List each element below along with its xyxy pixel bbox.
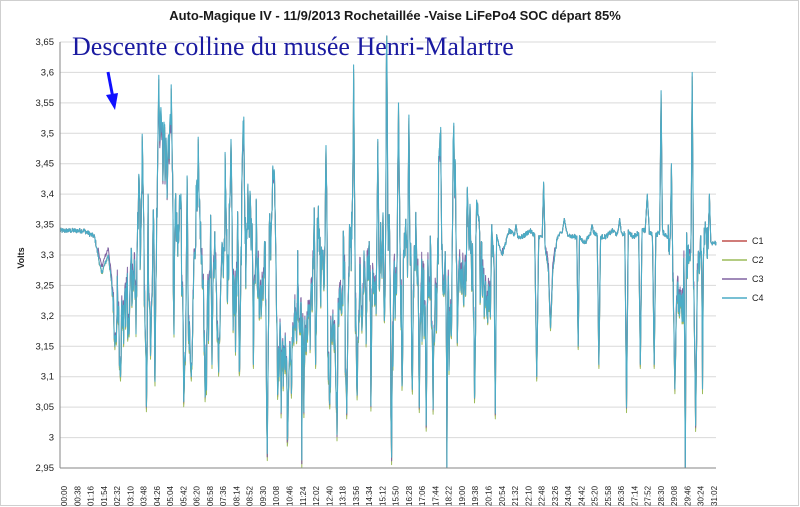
legend-label: C3 — [752, 274, 764, 284]
x-tick-label: 11:24 — [299, 486, 308, 506]
x-tick-label: 22:48 — [538, 485, 547, 506]
y-tick-label: 3,65 — [36, 37, 55, 48]
x-tick-label: 08:14 — [232, 485, 241, 506]
y-axis-label: Volts — [16, 247, 26, 268]
x-tick-label: 24:42 — [577, 485, 586, 506]
y-tick-label: 3,3 — [41, 250, 54, 261]
x-tick-label: 00:38 — [73, 485, 82, 506]
x-tick-label: 17:06 — [418, 485, 427, 506]
y-tick-label: 3,6 — [41, 67, 54, 78]
annotation-arrow — [106, 71, 118, 110]
x-tick-label: 30:24 — [697, 485, 706, 506]
x-tick-label: 27:52 — [644, 485, 653, 506]
x-tick-label: 24:04 — [564, 485, 573, 506]
x-tick-label: 00:00 — [60, 485, 69, 506]
legend: C1 C2 C3 C4 — [722, 236, 764, 303]
x-tick-label: 10:46 — [286, 485, 295, 506]
annotation-text: Descente colline du musée Henri-Malartre — [72, 32, 514, 61]
y-tick-label: 3,05 — [36, 402, 55, 413]
x-tick-label: 05:04 — [166, 485, 175, 506]
x-tick-label: 27:14 — [630, 485, 639, 506]
x-tick-label: 07:36 — [219, 485, 228, 506]
x-tick-label: 10:08 — [272, 485, 281, 506]
x-tick-label: 17:44 — [431, 485, 440, 506]
x-tick-label: 29:08 — [670, 485, 679, 506]
x-tick-label: 31:02 — [710, 485, 719, 506]
legend-label: C1 — [752, 236, 764, 246]
x-tick-label: 28:30 — [657, 485, 666, 506]
x-tick-label: 21:32 — [511, 485, 520, 506]
x-tick-label: 23:26 — [551, 485, 560, 506]
y-tick-label: 3 — [49, 433, 54, 444]
x-tick-label: 25:58 — [604, 485, 613, 506]
chart-title: Auto-Magique IV - 11/9/2013 Rochetaillée… — [169, 8, 621, 23]
x-tick-label: 01:54 — [100, 485, 109, 506]
y-tick-label: 3,55 — [36, 98, 55, 109]
x-tick-label: 25:20 — [591, 485, 600, 506]
x-tick-label: 15:12 — [378, 485, 387, 506]
y-tick-label: 3,45 — [36, 159, 55, 170]
x-tick-label: 13:18 — [339, 485, 348, 506]
x-axis-ticks: 00:00 00:38 01:16 01:54 02:32 03:10 03:48 04:26… — [60, 485, 719, 506]
x-tick-label: 14:34 — [365, 485, 374, 506]
x-tick-label: 03:48 — [140, 485, 149, 506]
x-tick-label: 06:58 — [206, 485, 215, 506]
x-tick-label: 20:16 — [484, 485, 493, 506]
y-tick-label: 3,5 — [41, 128, 54, 139]
x-tick-label: 13:56 — [352, 485, 361, 506]
legend-label: C4 — [752, 293, 764, 303]
y-tick-label: 3,35 — [36, 220, 55, 231]
x-tick-label: 19:00 — [458, 485, 467, 506]
x-tick-label: 18:22 — [445, 485, 454, 506]
x-tick-label: 19:38 — [471, 485, 480, 506]
y-tick-label: 3,15 — [36, 341, 55, 352]
legend-label: C2 — [752, 255, 764, 265]
x-tick-label: 04:26 — [153, 485, 162, 506]
x-tick-label: 01:16 — [87, 485, 96, 506]
gridlines — [60, 41, 716, 469]
y-tick-label: 3,1 — [41, 372, 54, 383]
plot-series — [59, 35, 717, 469]
x-tick-label: 16:28 — [405, 485, 414, 506]
x-tick-label: 20:54 — [498, 485, 507, 506]
x-tick-label: 02:32 — [113, 485, 122, 506]
x-tick-label: 05:42 — [179, 485, 188, 506]
x-tick-label: 15:50 — [392, 485, 401, 506]
y-tick-label: 3,4 — [41, 189, 54, 200]
y-tick-label: 2,95 — [36, 463, 55, 474]
x-tick-label: 08:52 — [246, 485, 255, 506]
x-tick-label: 12:40 — [325, 485, 334, 506]
x-tick-label: 26:36 — [617, 485, 626, 506]
y-axis-ticks: 3,65 3,6 3,55 3,5 3,45 3,4 3,35 3,3 3,25 3,2 3,15 3… — [36, 37, 55, 474]
x-tick-label: 29:46 — [683, 485, 692, 506]
y-tick-label: 3,2 — [41, 311, 54, 322]
x-tick-label: 12:02 — [312, 485, 321, 506]
x-tick-label: 03:10 — [126, 485, 135, 506]
series-line-c4 — [59, 35, 717, 469]
x-tick-label: 22:10 — [524, 485, 533, 506]
y-tick-label: 3,25 — [36, 280, 55, 291]
x-tick-label: 06:20 — [193, 485, 202, 506]
x-tick-label: 09:30 — [259, 485, 268, 506]
